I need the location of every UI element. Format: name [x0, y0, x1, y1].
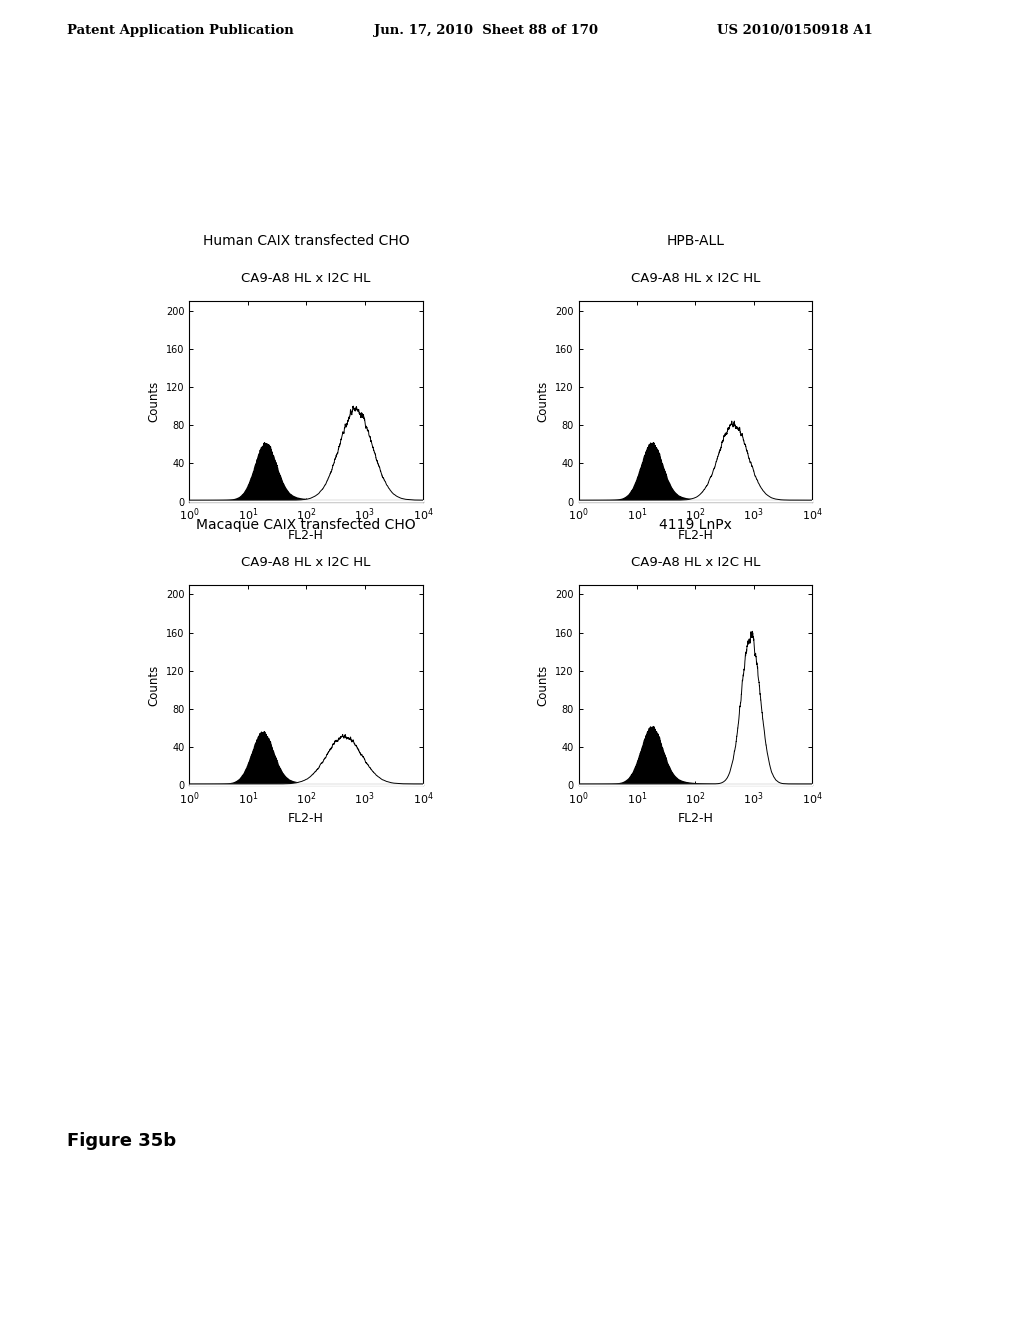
Text: HPB-ALL: HPB-ALL	[667, 234, 724, 248]
Y-axis label: Counts: Counts	[147, 664, 161, 706]
Text: Jun. 17, 2010  Sheet 88 of 170: Jun. 17, 2010 Sheet 88 of 170	[374, 24, 598, 37]
Text: 4119 LnPx: 4119 LnPx	[658, 517, 732, 532]
X-axis label: FL2-H: FL2-H	[677, 812, 714, 825]
Text: US 2010/0150918 A1: US 2010/0150918 A1	[717, 24, 872, 37]
Text: Patent Application Publication: Patent Application Publication	[67, 24, 293, 37]
X-axis label: FL2-H: FL2-H	[677, 528, 714, 541]
Y-axis label: Counts: Counts	[147, 380, 161, 422]
Y-axis label: Counts: Counts	[537, 380, 550, 422]
X-axis label: FL2-H: FL2-H	[288, 812, 325, 825]
X-axis label: FL2-H: FL2-H	[288, 528, 325, 541]
Text: Human CAIX transfected CHO: Human CAIX transfected CHO	[203, 234, 410, 248]
Text: CA9-A8 HL x I2C HL: CA9-A8 HL x I2C HL	[242, 272, 371, 285]
Text: Macaque CAIX transfected CHO: Macaque CAIX transfected CHO	[197, 517, 416, 532]
Text: CA9-A8 HL x I2C HL: CA9-A8 HL x I2C HL	[242, 556, 371, 569]
Text: CA9-A8 HL x I2C HL: CA9-A8 HL x I2C HL	[631, 272, 760, 285]
Y-axis label: Counts: Counts	[537, 664, 550, 706]
Text: Figure 35b: Figure 35b	[67, 1131, 176, 1150]
Text: CA9-A8 HL x I2C HL: CA9-A8 HL x I2C HL	[631, 556, 760, 569]
